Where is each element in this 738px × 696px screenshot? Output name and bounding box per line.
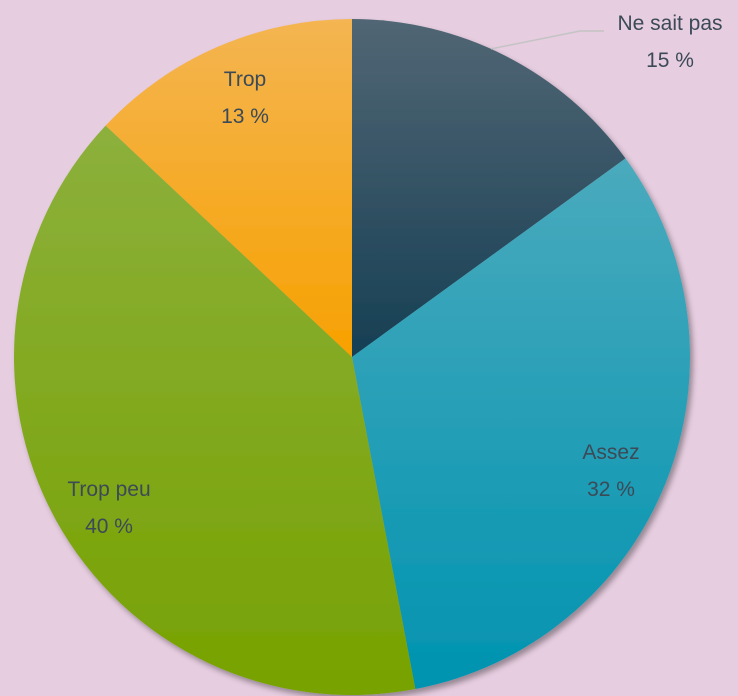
pie-slice-trop-peu xyxy=(14,125,416,695)
slice-label-trop-peu: Trop peu xyxy=(67,478,150,501)
slices-layer xyxy=(14,18,690,695)
slice-label-assez: Assez xyxy=(582,441,639,464)
slice-value-trop: 13 % xyxy=(221,105,269,128)
slice-value-assez: 32 % xyxy=(587,478,635,501)
slice-value-ne-sait-pas: 15 % xyxy=(646,49,694,72)
pie-slice-assez xyxy=(352,158,690,690)
pie-slice-trop xyxy=(105,19,352,357)
slice-label-ne-sait-pas: Ne sait pas xyxy=(617,12,722,35)
slice-value-trop-peu: 40 % xyxy=(85,515,133,538)
pie-slice-ne-sait-pas xyxy=(352,18,626,357)
labels-layer: Ne sait pas 15 % Assez 32 % Trop peu 40 % Trop… xyxy=(67,12,722,538)
leader-layer xyxy=(490,30,604,50)
leader-line-ne-sait-pas xyxy=(490,30,604,50)
slice-label-trop: Trop xyxy=(224,68,266,91)
